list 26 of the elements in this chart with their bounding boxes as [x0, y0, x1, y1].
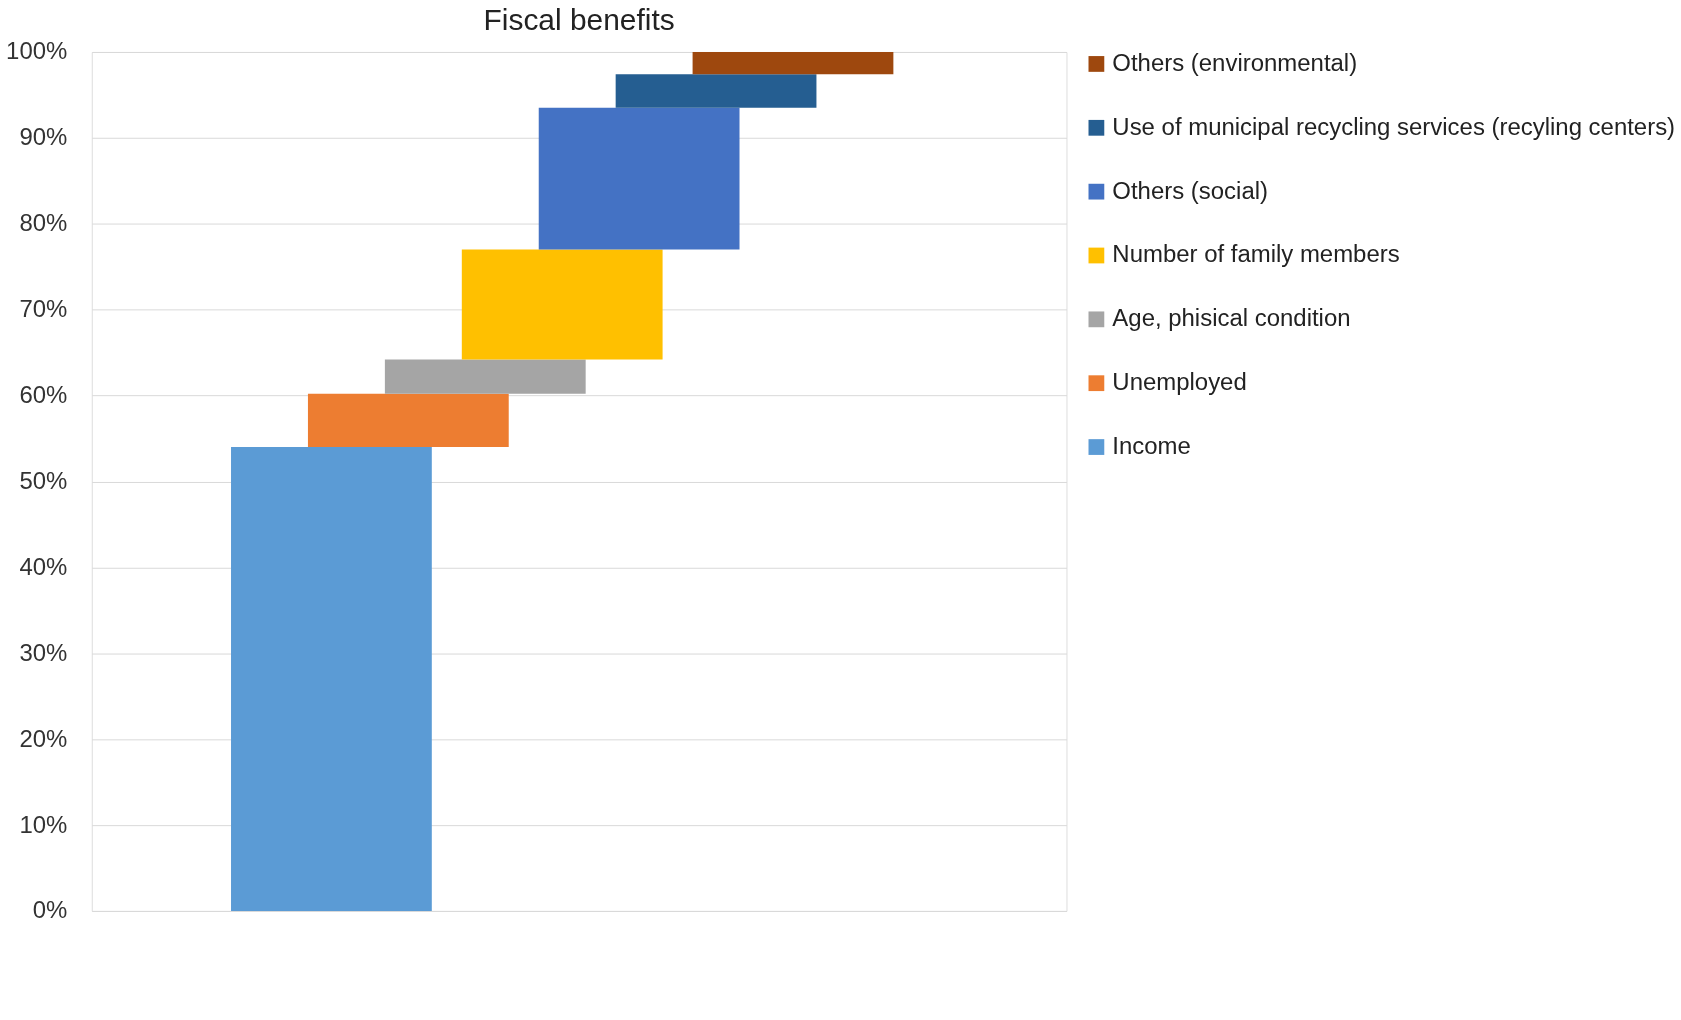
bar — [307, 393, 509, 448]
chart-title: Fiscal benefits — [483, 3, 675, 37]
y-tick-label: 10% — [19, 810, 68, 838]
y-tick-label: 20% — [19, 724, 68, 752]
legend-label: Use of municipal recycling services (recyling centers) — [1112, 112, 1676, 140]
y-tick-label: 100% — [6, 37, 68, 65]
legend-label: Others (social) — [1112, 176, 1268, 204]
y-tick-label: 60% — [19, 381, 68, 409]
bar — [615, 74, 817, 108]
bar — [461, 249, 663, 360]
y-tick-label: 50% — [19, 466, 68, 494]
y-tick-label: 30% — [19, 638, 68, 666]
legend-label: Others (environmental) — [1112, 48, 1358, 76]
legend-label: Unemployed — [1112, 368, 1247, 396]
legend-label: Age, phisical condition — [1112, 304, 1351, 332]
bar — [231, 447, 432, 911]
bar — [384, 359, 586, 394]
y-tick-label: 0% — [32, 896, 68, 924]
legend-label: Number of family members — [1112, 240, 1400, 268]
y-tick-label: 80% — [19, 209, 68, 237]
legend-label: Income — [1112, 432, 1191, 460]
bar — [538, 107, 740, 250]
y-tick-label: 90% — [19, 123, 68, 151]
bar — [692, 51, 894, 75]
y-tick-label: 40% — [19, 552, 68, 580]
y-tick-label: 70% — [19, 295, 68, 323]
